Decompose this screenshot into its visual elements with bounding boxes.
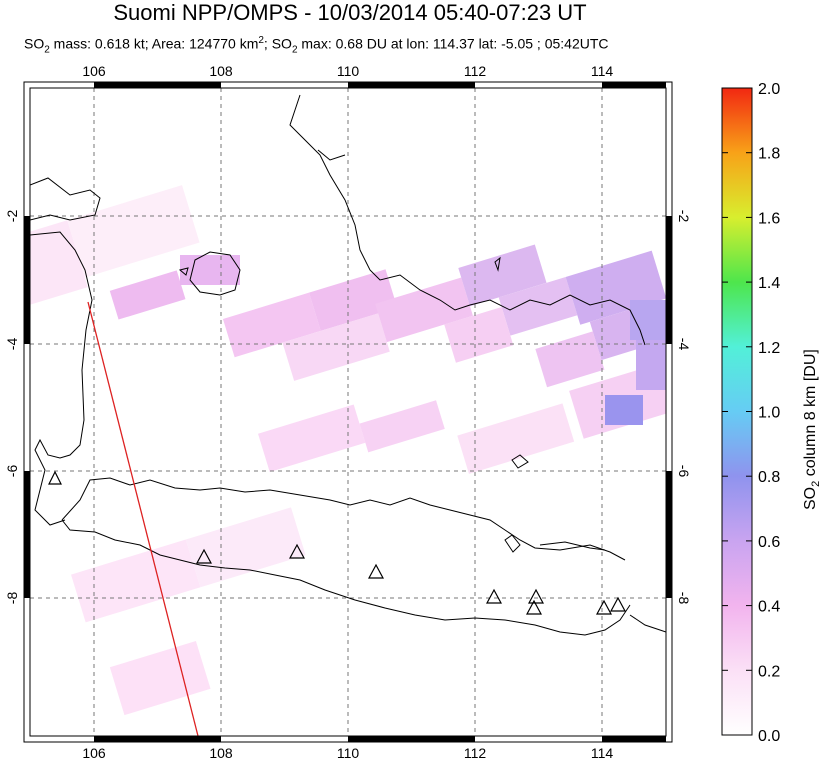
volcano-markers	[48, 470, 627, 615]
lat-label-m8: -8	[4, 592, 20, 605]
colorbar-label: SO2 column 8 km [DU]	[802, 349, 822, 510]
triangle-icon	[288, 543, 306, 559]
triangle-icon	[595, 599, 613, 615]
colorbar-tick-label: 0.0	[758, 728, 780, 745]
lat-labels-left: -2 -4 -6 -8	[4, 210, 20, 605]
map-grid	[30, 88, 666, 736]
colorbar-tick-label: 1.8	[758, 146, 780, 163]
lon-label-112: 112	[464, 63, 487, 79]
colorbar-tick-label: 0.8	[758, 469, 780, 486]
lat-label-m4: -4	[676, 338, 692, 351]
colorbar-tick-label: 1.4	[758, 275, 780, 292]
colorbar-tick-label: 1.6	[758, 210, 780, 227]
triangle-icon	[525, 599, 543, 615]
triangle-icon	[527, 588, 545, 604]
lon-label-108: 108	[209, 63, 233, 79]
lat-label-m8: -8	[676, 592, 692, 605]
lat-label-m6: -6	[4, 465, 20, 478]
colorbar-tick-labels: 2.0 1.8 1.6 1.4 1.2 1.0 0.8 0.6 0.4 0.2 …	[758, 81, 780, 745]
colorbar-tick-label: 0.6	[758, 534, 780, 551]
colorbar-tick-label: 0.4	[758, 599, 780, 616]
lon-label-114: 114	[591, 745, 614, 759]
lon-label-106: 106	[82, 745, 106, 759]
lon-labels-top: 106 108 110 112 114	[82, 63, 613, 79]
lat-label-m2: -2	[4, 210, 20, 223]
so2-pixels	[30, 185, 666, 716]
map-subtitle: SO2 mass: 0.618 kt; Area: 124770 km2; SO…	[24, 35, 609, 56]
lat-labels-right: -2 -4 -6 -8	[676, 210, 692, 605]
lon-label-110: 110	[337, 745, 360, 759]
colorbar-ticks	[722, 87, 752, 736]
colorbar-tick-label: 1.2	[758, 340, 780, 357]
lon-label-108: 108	[209, 745, 233, 759]
colorbar-tick-label: 0.2	[758, 663, 780, 680]
lon-label-112: 112	[464, 745, 487, 759]
triangle-icon	[609, 596, 627, 612]
triangle-icon	[48, 470, 62, 485]
colorbar-tick-label: 2.0	[758, 81, 780, 98]
map-title: Suomi NPP/OMPS - 10/03/2014 05:40-07:23 …	[113, 0, 587, 25]
lat-label-m6: -6	[676, 465, 692, 478]
triangle-icon	[195, 548, 213, 564]
colorbar-tick-label: 1.0	[758, 405, 780, 422]
coastlines	[30, 94, 666, 636]
map-frame-bars	[24, 82, 672, 742]
triangle-icon	[485, 588, 503, 604]
lon-labels-bottom: 106 108 110 112 114	[82, 745, 613, 759]
lat-label-m2: -2	[676, 210, 692, 223]
lat-label-m4: -4	[4, 338, 20, 351]
lon-label-106: 106	[82, 63, 106, 79]
triangle-icon	[367, 563, 385, 579]
lon-label-110: 110	[337, 63, 360, 79]
lon-label-114: 114	[591, 63, 614, 79]
orbit-track-line	[87, 301, 199, 737]
